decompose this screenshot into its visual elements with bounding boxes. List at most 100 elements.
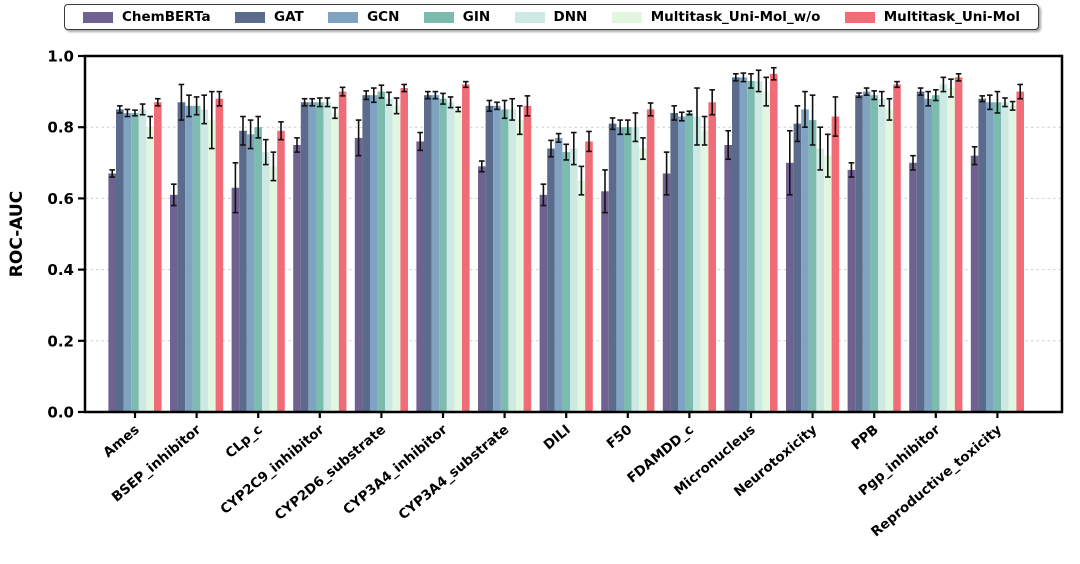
bar-GCN-PPB: [862, 91, 871, 412]
bar-GAT-Micronucleus: [732, 77, 740, 413]
legend-item-DNN: DNN: [514, 9, 587, 25]
bar-GIN-BSEP_inhibitor: [192, 105, 201, 412]
bar-GIN-CLp_c: [254, 127, 262, 412]
bar-Multitask_Uni-Mol-Pgp_inhibitor: [954, 77, 963, 413]
bar-ChemBERTa-Pgp_inhibitor: [909, 162, 917, 412]
bar-ChemBERTa-CYP2C9_inhibitor: [293, 145, 301, 412]
legend-label: GCN: [367, 9, 400, 25]
bar-Multitask_Uni-Mol-Neurotoxicity: [831, 116, 840, 413]
bar-Multitask_Uni-Mol_w/o-Ames: [146, 127, 154, 412]
bar-GCN-Pgp_inhibitor: [924, 98, 932, 412]
bar-GAT-CYP2D6_substrate: [362, 95, 370, 412]
bar-Multitask_Uni-Mol_w/o-Micronucleus: [762, 91, 770, 412]
bar-Multitask_Uni-Mol-Reproductive_toxicity: [1016, 91, 1024, 412]
bar-GCN-BSEP_inhibitor: [185, 105, 193, 412]
x-tick-label-Ames: Ames: [100, 422, 142, 461]
bar-GIN-Neurotoxicity: [808, 120, 817, 412]
bar-GIN-CYP3A4_inhibitor: [439, 98, 447, 412]
bar-GIN-FDAMDD_c: [685, 112, 694, 413]
bar-GIN-Ames: [131, 112, 139, 413]
bar-GAT-CLp_c: [239, 130, 247, 412]
bar-GIN-PPB: [870, 95, 878, 412]
legend-swatch-icon-DNN: [514, 11, 545, 23]
bar-Multitask_Uni-Mol-Micronucleus: [770, 73, 778, 413]
bar-ChemBERTa-DILI: [539, 194, 548, 412]
bar-GAT-F50: [608, 123, 617, 412]
bar-ChemBERTa-CLp_c: [231, 187, 240, 412]
bar-Multitask_Uni-Mol-DILI: [585, 141, 593, 412]
bar-GCN-Micronucleus: [739, 77, 748, 413]
legend-swatch-icon-ChemBERTa: [83, 11, 113, 23]
bar-GAT-PPB: [855, 95, 863, 412]
bar-ChemBERTa-CYP2D6_substrate: [354, 137, 363, 412]
bar-GCN-CYP3A4_inhibitor: [431, 95, 440, 412]
legend-item-GAT: GAT: [235, 9, 304, 25]
bar-DNN-F50: [631, 127, 640, 412]
bar-GAT-Neurotoxicity: [793, 123, 802, 412]
bar-GCN-FDAMDD_c: [678, 116, 686, 413]
legend-swatch-icon-GAT: [235, 11, 265, 23]
bar-ChemBERTa-FDAMDD_c: [662, 173, 671, 412]
bar-GIN-CYP2D6_substrate: [377, 91, 386, 412]
legend-swatch-icon-GCN: [328, 11, 359, 23]
bar-ChemBERTa-Neurotoxicity: [786, 162, 794, 412]
bar-Multitask_Uni-Mol_w/o-PPB: [885, 109, 894, 413]
bar-Multitask_Uni-Mol_w/o-Pgp_inhibitor: [947, 88, 955, 412]
bar-DNN-FDAMDD_c: [693, 116, 701, 413]
bar-GCN-CLp_c: [246, 134, 255, 412]
x-tick-label-CYP3A4_substrate: CYP3A4_substrate: [396, 422, 513, 523]
bar-GAT-BSEP_inhibitor: [177, 102, 186, 412]
y-tick-label-0.8: 0.8: [47, 119, 74, 137]
bar-Multitask_Uni-Mol_w/o-FDAMDD_c: [700, 130, 709, 412]
bar-Multitask_Uni-Mol-F50: [646, 109, 655, 413]
legend-item-GCN: GCN: [328, 9, 399, 25]
bar-Multitask_Uni-Mol-PPB: [893, 84, 901, 412]
legend-swatch-icon-Multitask_Uni-Mol: [844, 11, 875, 23]
legend-label: Multitask_Uni-Mol_w/o: [650, 9, 821, 25]
bar-GCN-DILI: [554, 137, 563, 412]
bar-DNN-PPB: [878, 98, 886, 412]
bar-GIN-Reproductive_toxicity: [993, 102, 1002, 412]
bar-GCN-Neurotoxicity: [801, 109, 809, 413]
bar-GIN-CYP2C9_inhibitor: [316, 102, 324, 412]
x-tick-label-F50: F50: [604, 422, 636, 452]
bar-GIN-Micronucleus: [747, 80, 755, 413]
bar-Multitask_Uni-Mol-BSEP_inhibitor: [215, 98, 224, 412]
bar-Multitask_Uni-Mol_w/o-Neurotoxicity: [824, 155, 832, 412]
bar-GAT-CYP3A4_substrate: [485, 105, 494, 412]
bar-GCN-CYP3A4_substrate: [493, 105, 501, 412]
bar-GIN-F50: [624, 127, 632, 412]
bar-DNN-Pgp_inhibitor: [939, 84, 948, 412]
bar-ChemBERTa-Ames: [108, 173, 116, 412]
y-tick-label-0: 0.0: [47, 404, 74, 422]
bar-Multitask_Uni-Mol-Ames: [154, 102, 162, 412]
bar-Multitask_Uni-Mol_w/o-Reproductive_toxicity: [1008, 105, 1017, 412]
legend-swatch-icon-Multitask_Uni-Mol_w/o: [611, 11, 642, 23]
bar-GCN-Reproductive_toxicity: [986, 102, 994, 412]
bar-GIN-DILI: [562, 152, 570, 412]
x-tick-label-DILI: DILI: [541, 422, 574, 453]
y-axis-label: ROC-AUC: [7, 191, 27, 277]
legend-item-GIN: GIN: [423, 9, 491, 25]
bar-GCN-CYP2D6_substrate: [370, 95, 378, 412]
bar-ChemBERTa-Reproductive_toxicity: [970, 155, 979, 412]
legend-item-ChemBERTa: ChemBERTa: [83, 9, 211, 25]
bar-DNN-CYP2C9_inhibitor: [323, 102, 332, 412]
bar-Multitask_Uni-Mol_w/o-CYP3A4_substrate: [516, 120, 524, 412]
bar-ChemBERTa-PPB: [847, 169, 856, 412]
bar-Multitask_Uni-Mol-CYP3A4_substrate: [523, 105, 532, 412]
bar-DNN-Neurotoxicity: [816, 148, 824, 412]
bar-ChemBERTa-F50: [601, 191, 609, 412]
bar-GAT-FDAMDD_c: [670, 112, 678, 413]
bar-Multitask_Uni-Mol-CYP3A4_inhibitor: [462, 84, 470, 412]
y-tick-label-0.6: 0.6: [47, 190, 74, 208]
bar-Multitask_Uni-Mol-CLp_c: [277, 130, 285, 412]
x-tick-label-CYP2D6_substrate: CYP2D6_substrate: [272, 422, 389, 524]
bar-Multitask_Uni-Mol_w/o-CLp_c: [269, 166, 278, 412]
legend: ChemBERTa GAT GCN GIN DNN Multitask_Uni-Mol_w…: [64, 4, 1039, 30]
legend-label: GIN: [462, 9, 491, 25]
x-tick-label-CYP2C9_inhibitor: CYP2C9_inhibitor: [217, 422, 327, 518]
bar-GIN-Pgp_inhibitor: [932, 95, 940, 412]
bar-GAT-Ames: [116, 109, 124, 413]
